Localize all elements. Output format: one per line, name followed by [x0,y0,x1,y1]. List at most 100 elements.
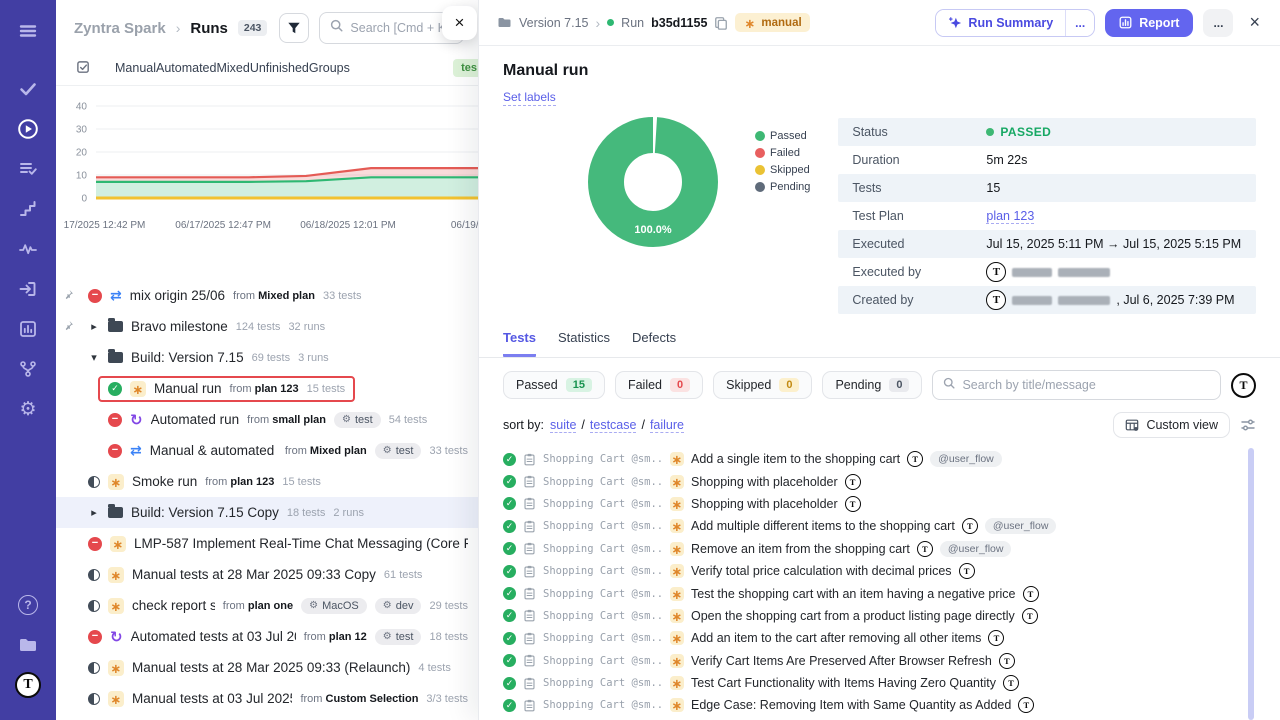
test-row[interactable]: Shopping Cart @sm... Add multiple differ… [503,515,1256,537]
tests-search[interactable] [932,370,1221,400]
run-row[interactable]: Bravo milestone 124 tests 32 runs [56,311,478,342]
test-title[interactable]: Test Cart Functionality with Items Havin… [691,676,996,690]
activity-icon[interactable] [11,232,45,266]
runs-tab[interactable]: Groups [309,61,350,75]
test-title[interactable]: Remove an item from the shopping cart [691,542,910,556]
breadcrumb-project[interactable]: Zyntra Spark [74,20,166,37]
run-line[interactable]: Automated tests at 03 Jul 2025 13:25 fro… [78,623,478,651]
run-row[interactable]: Build: Version 7.15 Copy 18 tests 2 runs [56,497,478,528]
set-labels-link[interactable]: Set labels [503,90,556,106]
settings-gear-icon[interactable]: ⚙ [11,392,45,426]
run-line[interactable]: Build: Version 7.15 69 tests 3 runs [78,345,339,370]
runs-search-input[interactable] [350,21,453,35]
test-title[interactable]: Shopping with placeholder [691,497,838,511]
reports-icon[interactable] [11,312,45,346]
branch-icon[interactable] [11,352,45,386]
run-row[interactable]: Automated tests at 03 Jul 2025 13:25 fro… [56,621,478,652]
runs-tab[interactable]: Mixed [216,61,249,75]
sort-link-failure[interactable]: failure [650,418,684,433]
run-row[interactable]: mix origin 25/06 from Mixed plan 33 test… [56,280,478,311]
run-line[interactable]: LMP-587 Implement Real-Time Chat Messagi… [78,531,478,557]
run-line[interactable]: Manual tests at 03 Jul 2025 12:08 from C… [78,686,478,712]
test-row[interactable]: Shopping Cart @sm... Shopping with place… [503,470,1256,492]
test-cases-icon[interactable] [11,152,45,186]
test-title[interactable]: Test the shopping cart with an item havi… [691,587,1016,601]
result-filter-chip[interactable]: Failed0 [615,371,703,399]
test-row[interactable]: Shopping Cart @sm... Shopping with place… [503,493,1256,515]
test-title[interactable]: Open the shopping cart from a product li… [691,609,1015,623]
user-avatar[interactable]: T [11,668,45,702]
filter-button[interactable] [279,13,309,43]
more-actions-button[interactable]: ... [1203,9,1233,37]
view-settings-icon[interactable] [1240,417,1256,433]
custom-view-button[interactable]: Custom view [1113,412,1230,438]
run-line[interactable]: check report sharing from plan one ⚙MacO… [78,593,478,619]
projects-folder-icon[interactable] [11,628,45,662]
runs-tab[interactable]: Unfinished [250,61,309,75]
run-row[interactable]: Manual run from plan 123 15 tests [56,373,478,404]
run-line[interactable]: Manual tests at 28 Mar 2025 09:33 (Relau… [78,655,461,681]
copy-icon[interactable] [714,16,728,30]
help-icon[interactable]: ? [11,588,45,622]
runs-tab[interactable]: Automated [156,61,216,75]
run-row[interactable]: Manual tests at 28 Mar 2025 09:33 (Relau… [56,652,478,683]
run-row[interactable]: check report sharing from plan one ⚙MacO… [56,590,478,621]
test-title[interactable]: Edge Case: Removing Item with Same Quant… [691,698,1011,712]
close-drawer-button[interactable]: × [1243,10,1266,35]
test-row[interactable]: Shopping Cart @sm... Test the shopping c… [503,582,1256,604]
test-title[interactable]: Shopping with placeholder [691,475,838,489]
test-title[interactable]: Verify total price calculation with deci… [691,564,952,578]
result-filter-chip[interactable]: Passed15 [503,371,605,399]
test-row[interactable]: Shopping Cart @sm... Add a single item t… [503,448,1256,470]
run-line[interactable]: mix origin 25/06 from Mixed plan 33 test… [78,282,371,309]
run-row[interactable]: Manual tests at 03 Jul 2025 12:08 from C… [56,683,478,714]
details-tab[interactable]: Statistics [558,330,610,357]
breadcrumb-folder[interactable]: Version 7.15 [519,16,589,30]
run-row[interactable]: Manual & automated run from Mixed plan ⚙… [56,435,478,466]
test-row[interactable]: Shopping Cart @sm... Edge Case: Removing… [503,694,1256,716]
run-row[interactable]: Smoke run from plan 123 15 tests [56,466,478,497]
test-plan-link[interactable]: plan 123 [986,209,1034,224]
run-line[interactable]: Automated run from small plan ⚙test 54 t… [98,406,437,434]
test-row[interactable]: Shopping Cart @sm... Verify total price … [503,560,1256,582]
check-icon[interactable] [11,72,45,106]
run-line[interactable]: Manual & automated run from Mixed plan ⚙… [98,437,478,464]
run-row[interactable]: Automated run from small plan ⚙test 54 t… [56,404,478,435]
result-filter-chip[interactable]: Pending0 [822,371,922,399]
test-title[interactable]: Add a single item to the shopping cart [691,452,900,466]
run-line[interactable]: Manual run from plan 123 15 tests [98,376,355,402]
test-title[interactable]: Verify Cart Items Are Preserved After Br… [691,654,992,668]
runs-play-icon[interactable] [11,112,45,146]
test-row[interactable]: Shopping Cart @sm... Test Cart Functiona… [503,672,1256,694]
test-row[interactable]: Shopping Cart @sm... Verify Cart Items A… [503,650,1256,672]
run-row[interactable]: LMP-587 Implement Real-Time Chat Messagi… [56,528,478,559]
runs-tab[interactable]: Manual [115,61,156,75]
chevron-icon[interactable] [88,320,100,333]
sort-link-suite[interactable]: suite [550,418,576,433]
result-filter-chip[interactable]: Skipped0 [713,371,812,399]
run-summary-more-button[interactable]: ... [1065,10,1094,36]
run-line[interactable]: Manual tests at 28 Mar 2025 09:33 Copy 6… [78,562,432,588]
steps-icon[interactable] [11,192,45,226]
test-title[interactable]: Add multiple different items to the shop… [691,519,955,533]
run-summary-button[interactable]: Run Summary [936,10,1065,36]
assignee-avatar[interactable]: T [1231,373,1256,398]
tag-chip-truncated[interactable]: tes [453,59,478,77]
chevron-icon[interactable] [88,351,100,364]
details-tab[interactable]: Defects [632,330,676,357]
run-line[interactable]: Build: Version 7.15 Copy 18 tests 2 runs [78,500,374,525]
test-row[interactable]: Shopping Cart @sm... Remove an item from… [503,538,1256,560]
test-title[interactable]: Add an item to the cart after removing a… [691,631,981,645]
run-line[interactable]: Bravo milestone 124 tests 32 runs [78,314,335,339]
menu-icon[interactable] [11,14,45,48]
tests-scrollbar[interactable] [1248,448,1254,720]
run-row[interactable]: Manual tests at 28 Mar 2025 09:33 Copy 6… [56,559,478,590]
requirements-icon[interactable] [11,272,45,306]
chevron-icon[interactable] [88,506,100,519]
bulk-select-icon[interactable] [76,60,91,75]
sort-link-testcase[interactable]: testcase [590,418,637,433]
test-row[interactable]: Shopping Cart @sm... Open the shopping c… [503,605,1256,627]
report-button[interactable]: Report [1105,9,1193,37]
details-tab[interactable]: Tests [503,330,536,357]
test-row[interactable]: Shopping Cart @sm... Add an item to the … [503,627,1256,649]
